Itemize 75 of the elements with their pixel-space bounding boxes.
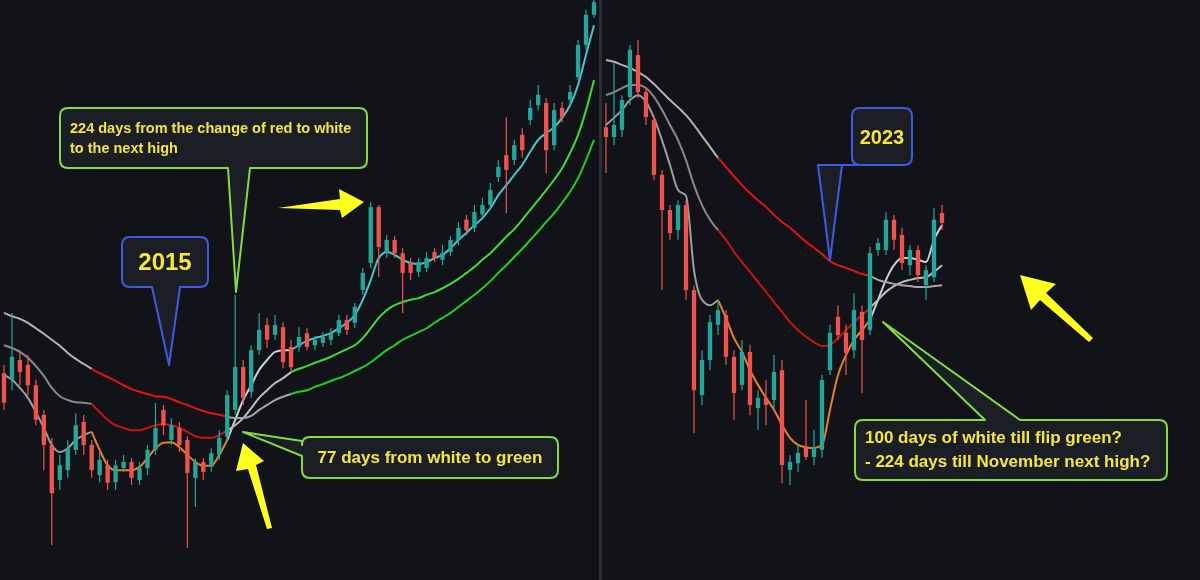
- candlestick: [137, 461, 142, 486]
- annotation: 2015: [138, 247, 192, 278]
- candlestick: [57, 454, 62, 491]
- candlestick: [344, 314, 349, 336]
- candlestick: [811, 429, 817, 466]
- candlestick: [145, 444, 150, 476]
- candlestick: [65, 439, 70, 479]
- candlestick: [591, 0, 597, 19]
- candlestick: [504, 116, 509, 214]
- candlestick: [129, 457, 134, 486]
- candlestick: [424, 251, 429, 273]
- candlestick: [352, 302, 357, 329]
- candlestick: [105, 459, 110, 491]
- candlestick: [787, 454, 793, 485]
- candlestick: [567, 84, 573, 106]
- candlestick: [264, 317, 270, 349]
- candlestick: [440, 244, 445, 266]
- candlestick: [528, 99, 533, 126]
- candlestick: [320, 331, 326, 348]
- candlestick: [416, 257, 421, 278]
- annotation: 100 days of white till flip green? - 224 days till November next high?: [865, 427, 1151, 473]
- candlestick: [835, 304, 841, 341]
- candlestick: [272, 314, 278, 341]
- candlestick: [209, 447, 214, 473]
- candlestick: [464, 214, 469, 236]
- candlestick: [153, 402, 158, 456]
- candlestick: [304, 327, 310, 351]
- candlestick: [177, 421, 182, 453]
- candlestick: [803, 399, 809, 461]
- candlestick: [81, 414, 86, 456]
- candlestick: [611, 62, 617, 146]
- candlestick: [763, 379, 769, 426]
- candlestick: [384, 234, 389, 259]
- candlestick: [169, 417, 174, 446]
- annotation: 224 days from the change of red to white to the next high: [70, 118, 353, 158]
- candlestick: [448, 235, 453, 257]
- candlestick: [328, 327, 334, 346]
- candlestick: [715, 299, 721, 336]
- candlestick: [288, 339, 294, 373]
- candlestick: [907, 244, 913, 276]
- candlestick: [472, 204, 477, 233]
- candlestick: [795, 444, 801, 473]
- candlestick: [755, 389, 761, 431]
- candlestick: [9, 312, 15, 391]
- candlestick: [667, 204, 673, 241]
- candlestick: [923, 264, 929, 301]
- candlestick: [256, 312, 262, 356]
- candlestick: [193, 457, 198, 508]
- candlestick: [891, 214, 897, 251]
- candlestick: [480, 197, 485, 219]
- annotation: 2023: [859, 124, 905, 150]
- candlestick: [456, 221, 461, 246]
- candlestick: [520, 127, 525, 159]
- annotation: 77 days from white to green: [317, 446, 543, 469]
- candlestick: [217, 429, 222, 461]
- candlestick: [603, 102, 609, 174]
- candlestick: [201, 457, 206, 481]
- candlestick: [939, 204, 945, 231]
- candlestick: [25, 354, 31, 396]
- candlestick: [559, 101, 565, 123]
- candlestick: [392, 235, 397, 259]
- candlestick: [512, 139, 517, 166]
- candlestick: [843, 324, 849, 376]
- candlestick: [488, 182, 493, 211]
- candlestick: [400, 247, 405, 314]
- candlestick: [97, 451, 102, 483]
- candlestick: [336, 314, 342, 337]
- candlestick: [17, 349, 23, 386]
- candlestick: [296, 326, 302, 353]
- candlestick: [408, 257, 413, 281]
- candlestick: [875, 237, 881, 257]
- candlestick: [360, 267, 365, 296]
- candlestick: [161, 404, 166, 436]
- candlestick: [113, 459, 118, 491]
- candlestick: [496, 159, 501, 183]
